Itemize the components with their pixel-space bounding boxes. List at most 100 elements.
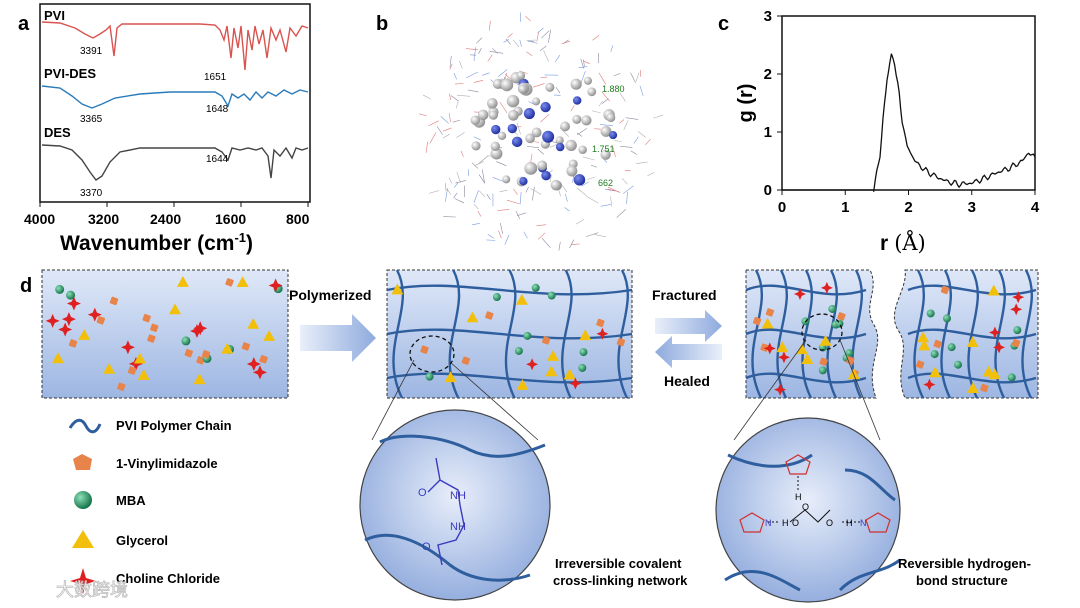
polymer-atom	[497, 131, 507, 141]
polymer-atom	[555, 142, 565, 152]
solvent-bond	[418, 113, 427, 117]
solvent-bond	[532, 186, 535, 201]
solvent-bond	[536, 224, 547, 227]
glycerol-mark	[133, 352, 146, 364]
solvent-bond	[576, 187, 587, 196]
solvent-bond	[504, 234, 510, 245]
solvent-bond	[499, 189, 508, 193]
choline-chloride-mark	[58, 322, 73, 337]
arrow-fractured	[655, 310, 722, 342]
xlabel-unit: (cm	[197, 232, 234, 255]
solvent-bond	[449, 93, 452, 100]
arrow-label-healed: Healed	[664, 373, 710, 389]
solvent-bond	[513, 188, 518, 195]
mba-mark	[547, 291, 556, 300]
box-precursor	[41, 269, 289, 399]
mba-mark	[514, 346, 523, 355]
choline-chloride-mark	[820, 281, 833, 294]
choline-chloride-mark	[596, 327, 609, 340]
glycerol-mark	[795, 343, 808, 355]
polymer-atom	[470, 115, 481, 126]
polymer-atom	[573, 174, 586, 186]
choline-chloride-mark	[252, 365, 267, 380]
solvent-bond	[454, 83, 464, 85]
xlabel-close: )	[246, 232, 253, 255]
choline-chloride-mark	[526, 358, 539, 371]
vinylimidazole-mark	[109, 296, 119, 306]
solvent-bond	[583, 59, 585, 67]
solvent-bond	[525, 186, 529, 193]
solvent-bond	[479, 190, 486, 198]
solvent-bond	[619, 119, 625, 124]
mba-mark	[531, 283, 540, 292]
rdf-ytick-label: 0	[764, 182, 772, 199]
choline-chloride-mark	[128, 356, 143, 371]
solvent-bond	[626, 191, 628, 205]
mba-mark	[954, 360, 963, 369]
polymer-atom	[600, 125, 612, 137]
solvent-bond	[633, 136, 639, 144]
solvent-bond	[467, 89, 479, 93]
solvent-bond	[496, 161, 507, 167]
vinylimidazole-mark	[147, 334, 156, 343]
network-structure	[386, 269, 633, 399]
solvent-bond	[499, 101, 508, 114]
hb-h-3: H	[846, 518, 853, 528]
solvent-bond	[630, 150, 638, 155]
glycerol-mark	[546, 350, 559, 361]
vinylimidazole-mark	[96, 316, 106, 325]
solvent-bond	[591, 110, 601, 114]
solvent-bond	[498, 230, 502, 239]
solvent-bond	[555, 54, 561, 63]
mba-mark	[425, 372, 434, 381]
vinylimidazole-mark	[933, 339, 942, 349]
tick-a-3200: 3200	[88, 211, 119, 227]
solvent-bond	[623, 120, 629, 131]
mba-mark	[930, 350, 939, 359]
polymer-atom	[487, 97, 498, 109]
solvent-bond	[586, 232, 599, 237]
polymer-atom	[587, 87, 597, 97]
peak-des-oh: 3370	[80, 188, 103, 199]
solvent-bond	[602, 98, 609, 104]
choline-chloride-mark	[87, 307, 102, 322]
solvent-bond	[593, 233, 607, 238]
polymer-chain	[561, 269, 573, 399]
vinylimidazole-mark	[846, 356, 855, 365]
solvent-bond	[639, 85, 644, 96]
solvent-bond	[449, 63, 453, 70]
solvent-bond	[473, 79, 484, 83]
solvent-bond	[598, 100, 603, 107]
glycerol-mark	[918, 339, 931, 351]
polymer-atom	[518, 84, 528, 94]
atom-o-1: O	[418, 487, 427, 499]
vinylimidazole-mark	[819, 357, 828, 366]
polymer-atom	[570, 78, 582, 90]
solvent-bond	[580, 70, 586, 83]
solvent-bond	[440, 116, 449, 124]
solvent-bond	[505, 38, 511, 45]
solvent-bond	[515, 210, 521, 219]
solvent-bond	[569, 239, 575, 249]
polymer-atom	[572, 96, 582, 105]
solvent-bond	[477, 210, 482, 217]
glycerol-mark	[982, 365, 995, 377]
mba-mark	[835, 319, 844, 328]
tick-a-4000: 4000	[24, 211, 55, 227]
polymer-atom	[477, 109, 489, 121]
solvent-bond	[492, 177, 505, 183]
glycerol-mark	[52, 352, 65, 364]
polymer-atom	[523, 107, 535, 120]
vinylimidazole-mark	[461, 356, 471, 365]
glycerol-mark	[137, 369, 150, 380]
solvent-bond	[599, 124, 613, 127]
vinylimidazole-mark	[760, 343, 769, 352]
vinylimidazole-mark	[259, 355, 268, 364]
solvent-bond	[516, 122, 521, 135]
polymer-atom	[572, 114, 582, 124]
polymer-atom	[506, 94, 520, 108]
solvent-bond	[622, 185, 634, 194]
polymer-atom	[488, 110, 498, 120]
solvent-bond	[582, 60, 590, 65]
solvent-bond	[513, 39, 520, 48]
